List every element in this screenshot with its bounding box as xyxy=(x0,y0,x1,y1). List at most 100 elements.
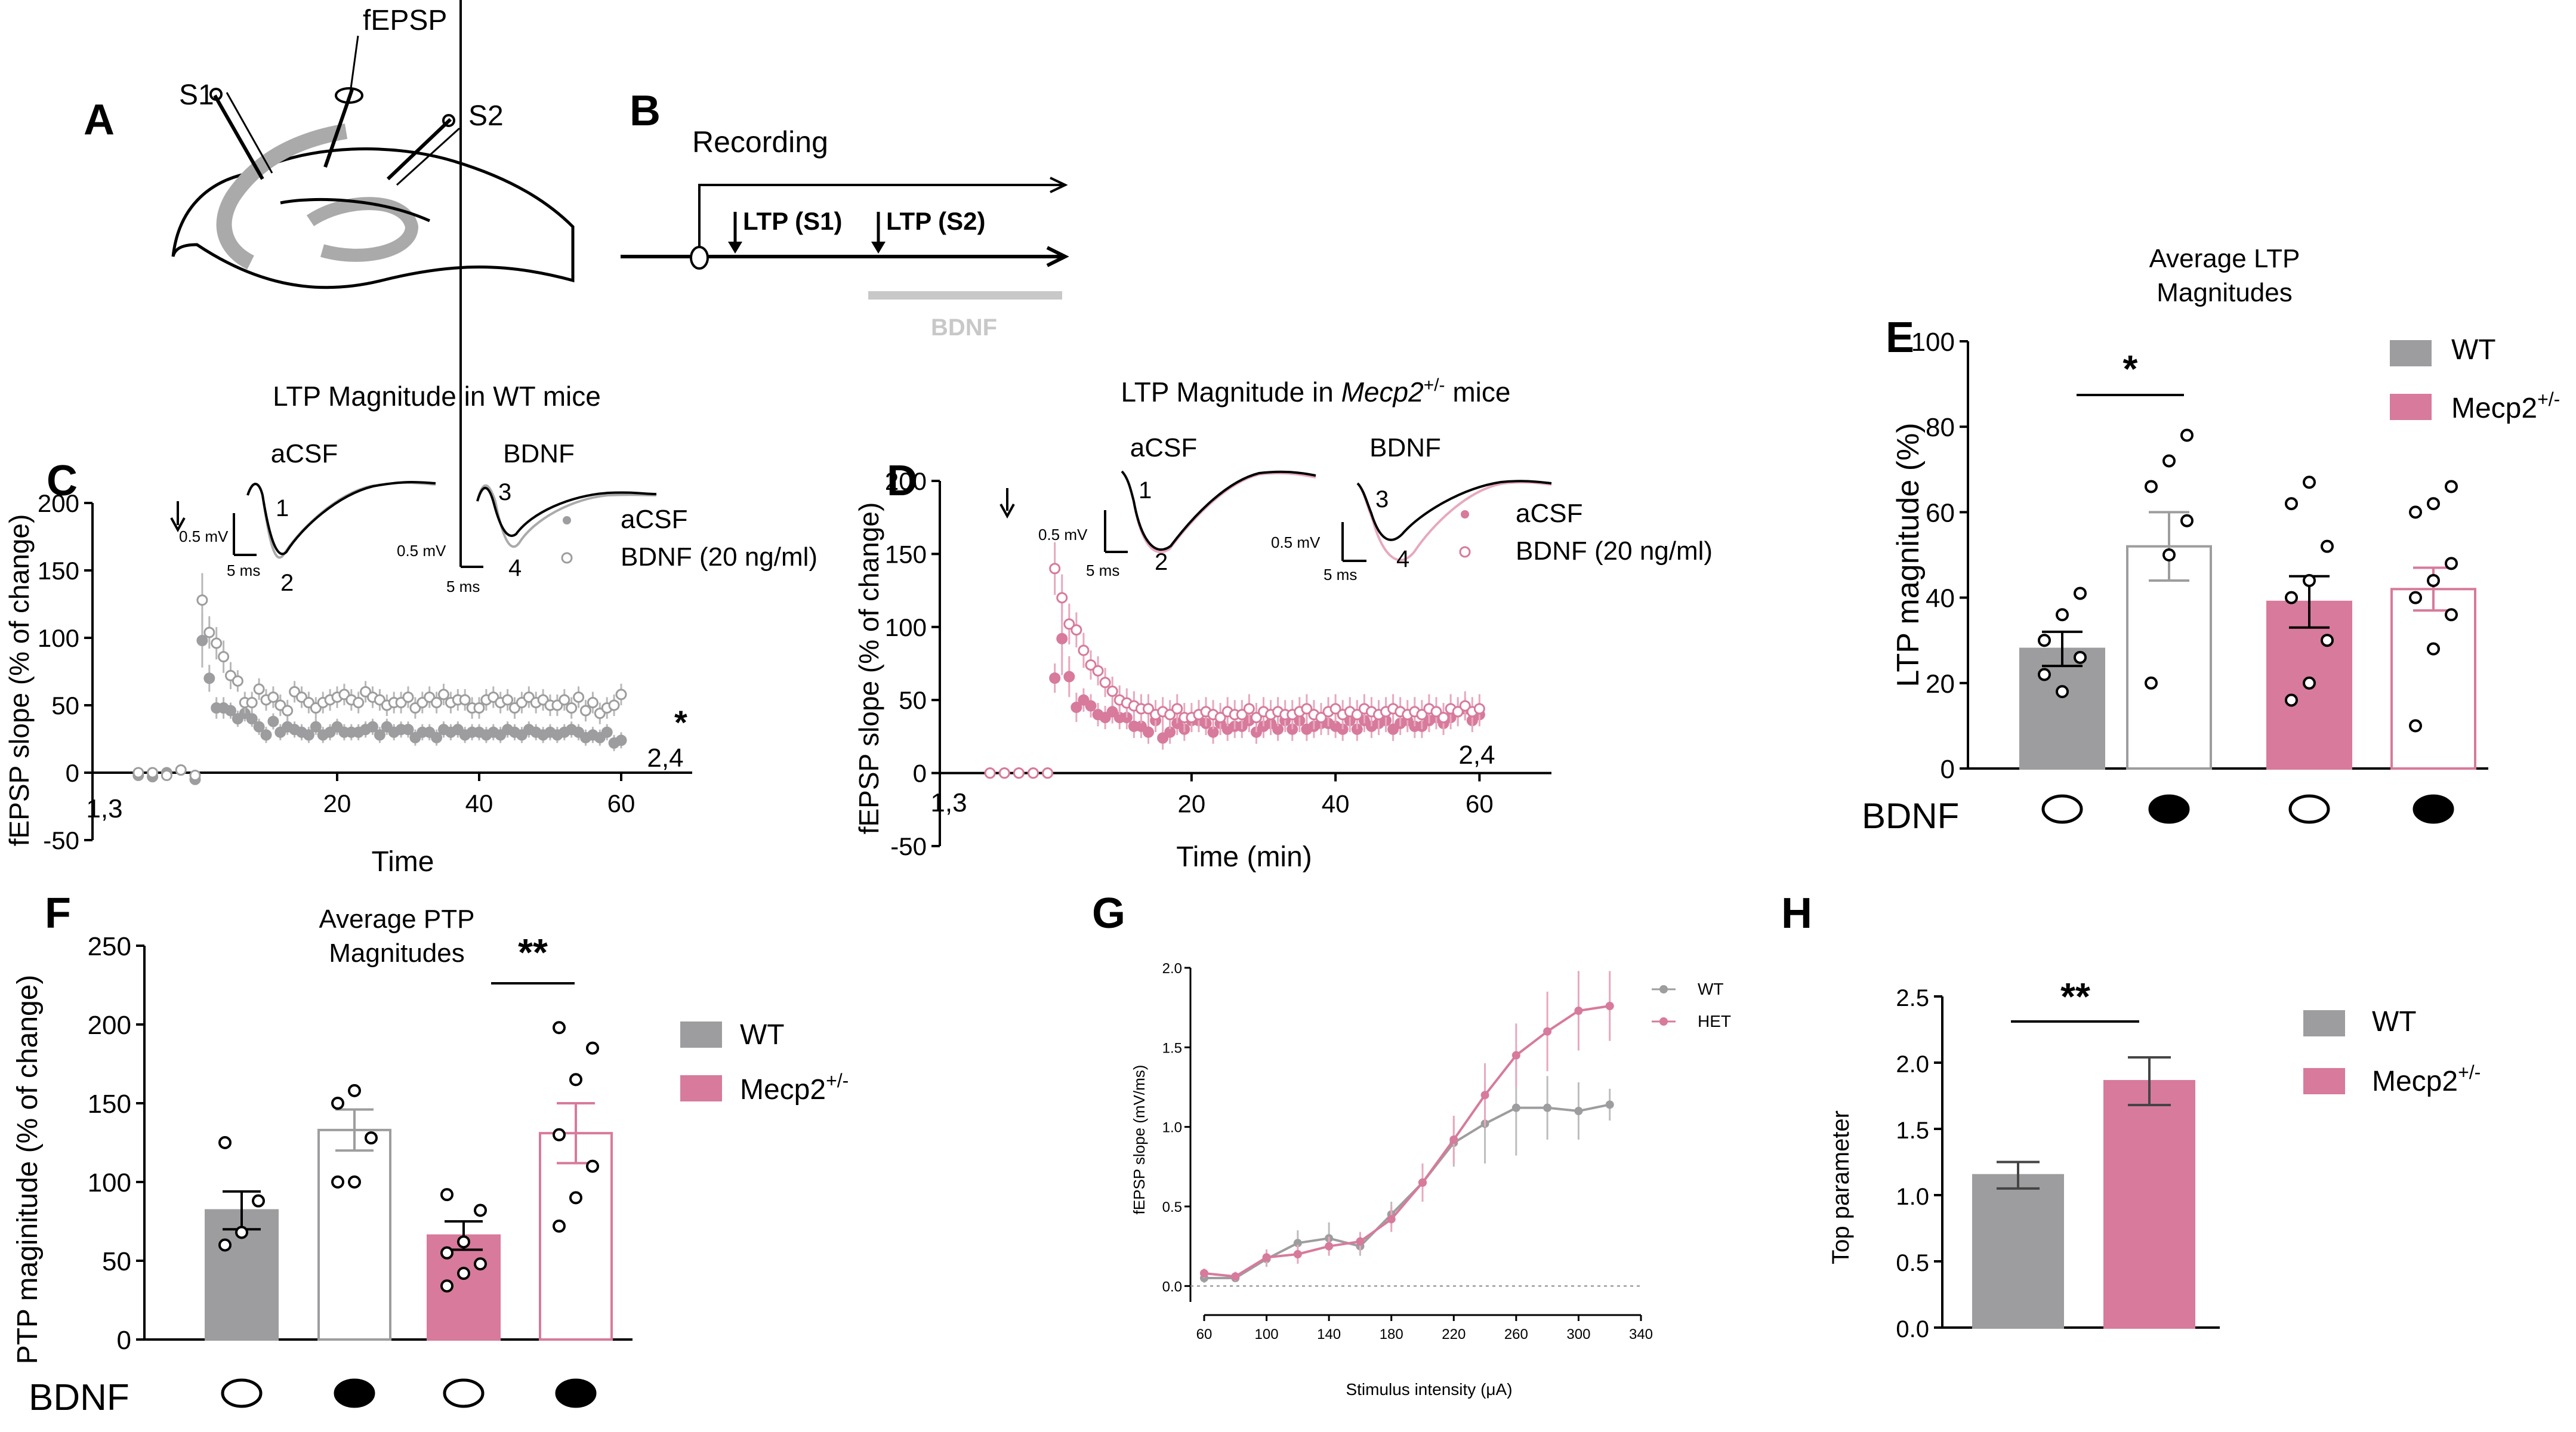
bdnf-label: BDNF xyxy=(931,314,997,341)
panel-f-significance: ** xyxy=(518,931,548,974)
legend-bdnf-label: BDNF (20 ng/ml) xyxy=(621,542,817,572)
individual-point xyxy=(2162,454,2176,468)
y-tick-label: 0 xyxy=(117,1326,131,1355)
legend-het-label: Mecp2+/- xyxy=(740,1070,849,1106)
data-point xyxy=(353,696,365,708)
bdnf-present-icon xyxy=(555,1378,597,1408)
panel-e-letter: E xyxy=(1886,314,1914,362)
data-point xyxy=(1543,1027,1552,1036)
data-point xyxy=(1143,726,1154,738)
y-tick-label: 2.0 xyxy=(1896,1051,1929,1078)
legend-wt-label: WT xyxy=(2451,334,2496,366)
bdnf-absent-icon xyxy=(2288,794,2330,824)
svg-text:1: 1 xyxy=(1139,477,1152,504)
data-point xyxy=(1070,701,1082,713)
legend-het-swatch xyxy=(2390,394,2432,420)
panel-b: B Recording LTP (S1) LTP (S2) BDNF xyxy=(621,87,1069,341)
y-tick-label: 150 xyxy=(88,1090,131,1119)
bdnf-bar xyxy=(868,291,1062,300)
panel-f: F Average PTP Magnitudes PTP maginitude … xyxy=(12,890,849,1418)
trace-acsf-black xyxy=(1121,470,1316,551)
individual-point xyxy=(553,1128,566,1141)
bdnf-absent-icon xyxy=(2041,794,2083,824)
individual-point xyxy=(2427,573,2440,587)
data-point xyxy=(1056,632,1068,644)
individual-point xyxy=(2409,591,2422,604)
data-point xyxy=(1236,709,1248,721)
individual-point xyxy=(2180,428,2194,442)
panel-d-title: LTP Magnitude in Mecp2+/- mice xyxy=(1121,375,1511,408)
individual-point xyxy=(2074,587,2087,600)
x-tick-label: 220 xyxy=(1442,1326,1466,1342)
individual-point xyxy=(569,1073,582,1087)
panel-e: E Average LTP Magnitudes LTP magnitude (… xyxy=(1862,244,2560,836)
y-tick-label: 0.0 xyxy=(1162,1279,1182,1295)
trace-acsf-label: aCSF xyxy=(271,439,338,468)
panel-e-title-line2: Magnitudes xyxy=(2157,278,2292,307)
individual-point xyxy=(2427,497,2440,511)
bdnf-absent-icon xyxy=(221,1378,263,1408)
legend-het-marker xyxy=(1659,1017,1668,1026)
series-line xyxy=(1204,1005,1611,1278)
y-tick-label: -50 xyxy=(890,832,927,860)
x-tick-label: 260 xyxy=(1504,1326,1528,1342)
svg-text:0.5 mV: 0.5 mV xyxy=(1271,533,1321,551)
data-point xyxy=(1099,677,1111,689)
panel-f-ylabel: PTP maginitude (% of change) xyxy=(12,975,44,1365)
data-point xyxy=(1480,1091,1489,1100)
individual-point xyxy=(2145,480,2158,493)
data-point xyxy=(161,770,172,782)
data-point xyxy=(1070,624,1082,636)
y-tick-label: 1.5 xyxy=(1896,1118,1929,1144)
legend-wt-swatch xyxy=(680,1021,722,1048)
individual-point xyxy=(586,1041,599,1055)
s1-label: S1 xyxy=(179,79,214,111)
panel-h-ylabel: Top parameter xyxy=(1828,1110,1854,1264)
legend-het-swatch xyxy=(2303,1068,2345,1094)
x-tick-label: 180 xyxy=(1380,1326,1403,1342)
individual-point xyxy=(457,1267,470,1280)
plot-f: 0 50 100 150 200 250 xyxy=(88,932,633,1408)
y-tick-label: 60 xyxy=(1926,498,1955,527)
data-point xyxy=(175,764,187,776)
data-point xyxy=(196,635,208,647)
bar xyxy=(1972,1174,2064,1329)
y-tick-label: 50 xyxy=(102,1247,131,1276)
trace-acsf-black xyxy=(246,480,436,555)
data-point xyxy=(1214,712,1226,724)
recording-line xyxy=(698,184,1062,251)
panel-a: A fEPSP S1 S2 xyxy=(84,5,575,289)
data-point xyxy=(1511,1051,1520,1060)
data-point xyxy=(1063,618,1075,630)
bar xyxy=(317,1128,391,1341)
individual-point xyxy=(2038,634,2051,647)
data-point xyxy=(473,702,485,714)
data-point xyxy=(601,726,613,738)
panel-a-letter: A xyxy=(84,96,115,144)
data-point xyxy=(1437,712,1449,724)
panel-e-ylabel: LTP magnitude (%) xyxy=(1891,422,1926,687)
svg-text:0.5 mV: 0.5 mV xyxy=(1038,526,1088,544)
data-point xyxy=(1231,1272,1240,1281)
data-point xyxy=(1356,1237,1365,1246)
y-tick-label: 0.5 xyxy=(1162,1199,1182,1215)
panel-d-end-label: 2,4 xyxy=(1458,740,1495,770)
data-point xyxy=(1459,700,1471,712)
data-point xyxy=(615,689,627,700)
data-point xyxy=(1042,767,1054,779)
panel-f-letter: F xyxy=(45,890,71,937)
data-point xyxy=(367,721,378,733)
y-tick-label: 200 xyxy=(88,1011,131,1040)
y-tick-label: 100 xyxy=(885,613,927,641)
data-point xyxy=(1449,1135,1458,1144)
panel-c-title: LTP Magnitude in WT mice xyxy=(273,381,601,412)
trace-bdnf-black xyxy=(476,487,657,537)
bdnf-present-icon xyxy=(2148,794,2190,824)
legend-wt-marker xyxy=(1659,985,1668,993)
data-point xyxy=(1085,659,1097,671)
trace-bdnf-label: BDNF xyxy=(1369,433,1441,462)
individual-point xyxy=(2445,608,2458,622)
panel-h-significance: ** xyxy=(2060,975,2090,1018)
individual-point xyxy=(218,1136,232,1149)
data-point xyxy=(211,637,223,649)
